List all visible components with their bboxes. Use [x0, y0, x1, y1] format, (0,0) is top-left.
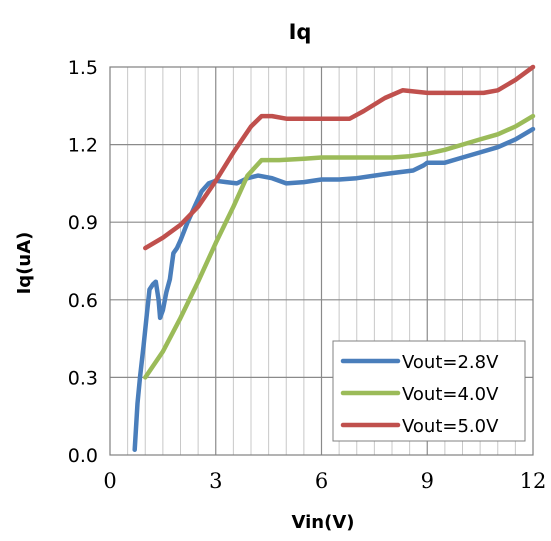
- x-tick-label: 3: [209, 469, 222, 493]
- x-tick-label: 0: [103, 469, 116, 493]
- y-tick-label: 0.6: [68, 290, 98, 312]
- y-tick-label: 0.9: [68, 212, 98, 234]
- plot-area-frame: [109, 66, 534, 456]
- y-tick-label: 0.3: [68, 367, 98, 389]
- chart-title: Iq: [289, 20, 312, 44]
- y-tick-label: 1.2: [68, 135, 98, 157]
- legend-label-2: Vout=4.0V: [402, 384, 499, 405]
- x-tick-label: 12: [520, 469, 547, 493]
- x-tick-label: 6: [315, 469, 328, 493]
- series-line-2: [143, 113, 536, 380]
- series-line-3: [143, 64, 536, 251]
- y-tick-label: 1.5: [68, 57, 98, 79]
- series-line-1: [132, 126, 536, 453]
- legend: Vout=2.8V Vout=4.0V Vout=5.0V: [332, 340, 526, 442]
- tick-labels: 0.0 0.3 0.6 0.9 1.2 1.5 0 3 6 9 12: [68, 57, 547, 493]
- series-layer: [132, 64, 536, 453]
- y-tick-label: 0.0: [68, 445, 98, 467]
- x-axis-title: Vin(V): [292, 512, 355, 533]
- legend-label-1: Vout=2.8V: [402, 352, 499, 373]
- x-tick-label: 9: [421, 469, 434, 493]
- y-axis-title: Iq(uA): [14, 232, 35, 295]
- legend-label-3: Vout=5.0V: [402, 416, 499, 437]
